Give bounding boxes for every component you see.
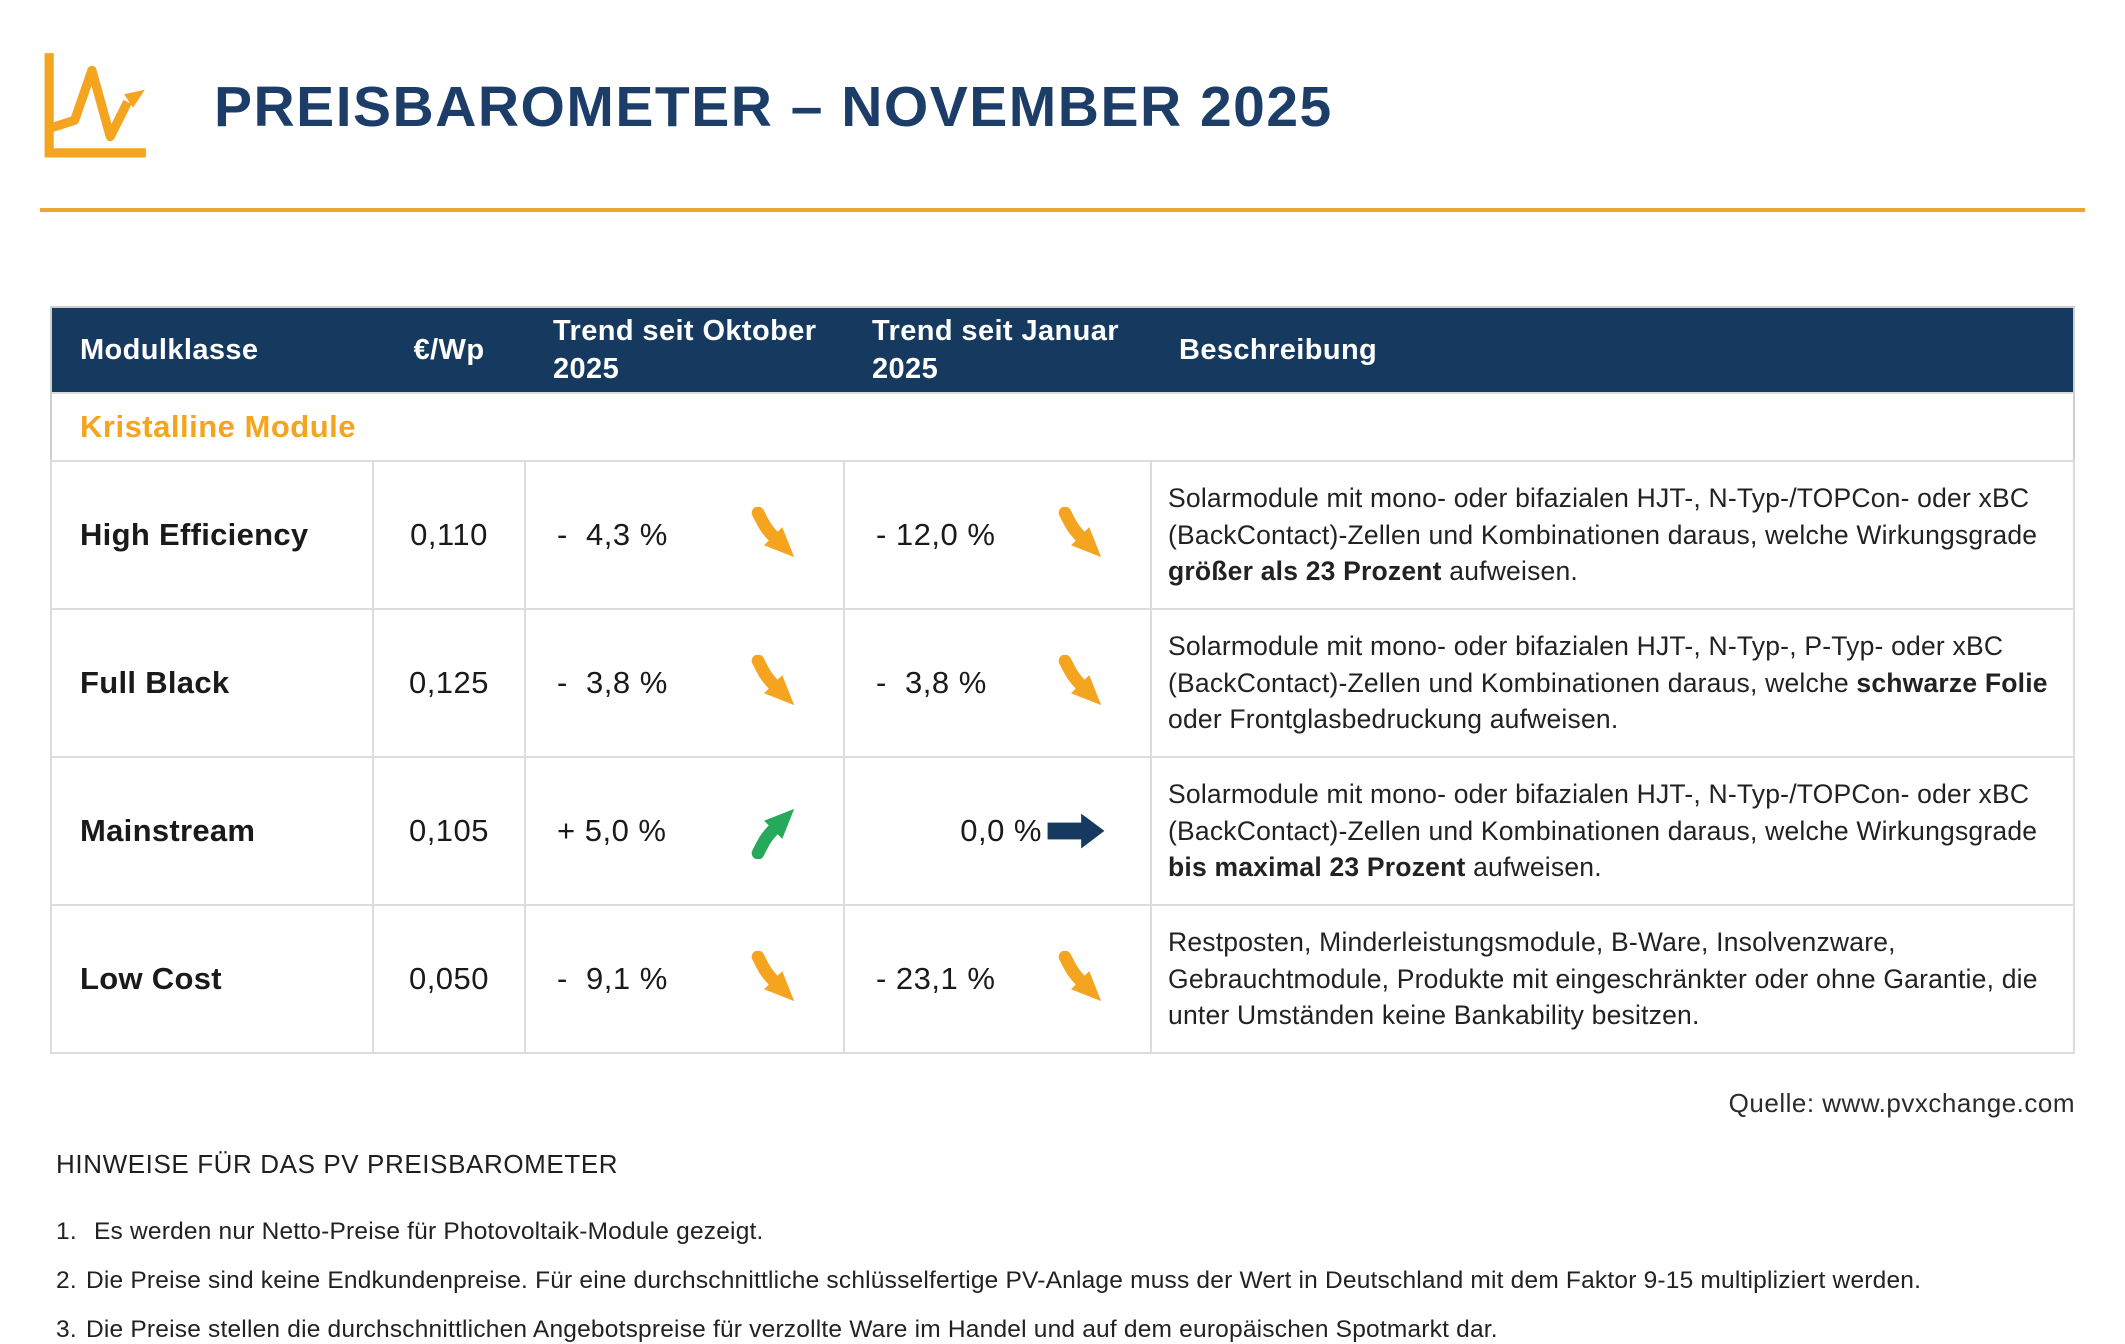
note-item: 3. Die Preise stellen die durchschnittlic…: [56, 1316, 2085, 1344]
trend-oct-value: + 5,0 %: [557, 813, 667, 848]
trend-jan-value: 0,0 %: [942, 813, 1042, 848]
trend-up-icon: [744, 803, 800, 859]
column-header-trend-januar: Trend seit Januar 2025: [844, 307, 1151, 393]
source-credit: Quelle: www.pvxchange.com: [1728, 1088, 2075, 1118]
module-description: Solarmodule mit mono- oder bifazialen HJ…: [1150, 756, 2075, 906]
trend-down-icon: [1051, 951, 1107, 1007]
trend-down-icon: [744, 655, 800, 711]
trend-jan-value: - 12,0 %: [876, 517, 996, 552]
module-description: Solarmodule mit mono- oder bifazialen HJ…: [1150, 608, 2075, 758]
module-class-name: Mainstream: [50, 756, 374, 906]
description-text: Solarmodule mit mono- oder bifazialen HJ…: [1168, 483, 2038, 550]
table-row-mainstream: Mainstream 0,105 + 5,0 % 0,0 % Solarmodu…: [50, 756, 2075, 906]
description-text: oder Frontglasbedruckung aufweisen.: [1168, 704, 1619, 735]
note-text: Die Preise stellen die durchschnittliche…: [86, 1316, 1498, 1343]
column-header-trend-oktober: Trend seit Oktober 2025: [525, 307, 844, 393]
note-item: 2. Die Preise sind keine Endkundenpreise.…: [56, 1267, 2085, 1295]
section-row-kristalline-module: Kristalline Module: [50, 392, 2075, 462]
module-description: Solarmodule mit mono- oder bifazialen HJ…: [1150, 460, 2075, 610]
column-header-beschreibung: Beschreibung: [1151, 307, 2074, 393]
description-text: Solarmodule mit mono- oder bifazialen HJ…: [1168, 779, 2038, 846]
trend-jan-cell: - 3,8 %: [846, 655, 1149, 711]
module-class-name: High Efficiency: [50, 460, 374, 610]
table-row-full-black: Full Black 0,125 - 3,8 % - 3,8 % Solarmo…: [50, 608, 2075, 758]
description-bold-text: schwarze Folie: [1856, 667, 2048, 698]
trend-jan-cell: - 12,0 %: [846, 507, 1149, 563]
trend-oct-value: - 4,3 %: [557, 517, 668, 552]
trend-jan-value: - 3,8 %: [876, 665, 987, 700]
description-text: aufweisen.: [1465, 852, 1602, 883]
description-bold-text: größer als 23 Prozent: [1168, 556, 1442, 587]
page-title: PREISBAROMETER – NOVEMBER 2025: [214, 74, 1333, 139]
trend-oct-cell: + 5,0 %: [527, 803, 842, 859]
masthead: PREISBAROMETER – NOVEMBER 2025: [40, 34, 2085, 174]
trend-jan-cell: 0,0 %: [846, 812, 1149, 850]
trend-oct-cell: - 9,1 %: [527, 951, 842, 1007]
trend-oct-value: - 3,8 %: [557, 665, 668, 700]
note-number: 3.: [56, 1316, 77, 1343]
description-bold-text: bis maximal 23 Prozent: [1168, 852, 1466, 883]
trend-jan-value: - 23,1 %: [876, 961, 996, 996]
notes-list: 1. Es werden nur Netto-Preise für Photovo…: [40, 1218, 2085, 1344]
table-header-row: Modulklasse €/Wp Trend seit Oktober 2025…: [51, 307, 2074, 393]
note-number: 2.: [56, 1267, 77, 1294]
trend-oct-cell: - 4,3 %: [527, 507, 842, 563]
trend-oct-cell: - 3,8 %: [527, 655, 842, 711]
price-value: 0,110: [372, 460, 526, 610]
description-text: aufweisen.: [1441, 556, 1578, 587]
table-row-high-efficiency: High Efficiency 0,110 - 4,3 % - 12,0 % S…: [50, 460, 2075, 610]
table-row-low-cost: Low Cost 0,050 - 9,1 % - 23,1 % Restpost…: [50, 904, 2075, 1054]
trend-down-icon: [1051, 655, 1107, 711]
description-text: Restposten, Minderleistungsmodule, B-War…: [1168, 927, 2038, 1031]
note-item: 1. Es werden nur Netto-Preise für Photovo…: [56, 1218, 2085, 1246]
price-value: 0,105: [372, 756, 526, 906]
notes-heading: HINWEISE FÜR DAS PV PREISBAROMETER: [56, 1149, 619, 1179]
price-value: 0,050: [372, 904, 526, 1054]
price-value: 0,125: [372, 608, 526, 758]
trend-down-icon: [744, 951, 800, 1007]
price-barometer-table: Modulklasse €/Wp Trend seit Oktober 2025…: [50, 306, 2075, 1054]
note-text: Es werden nur Netto-Preise für Photovolt…: [94, 1218, 764, 1245]
description-text: Solarmodule mit mono- oder bifazialen HJ…: [1168, 631, 2004, 698]
title-divider: [40, 208, 2085, 212]
module-class-name: Low Cost: [50, 904, 374, 1054]
trend-down-icon: [744, 507, 800, 563]
trend-flat-icon: [1047, 813, 1105, 849]
module-description: Restposten, Minderleistungsmodule, B-War…: [1150, 904, 2075, 1054]
note-text: Die Preise sind keine Endkundenpreise. F…: [86, 1267, 1922, 1294]
trend-jan-cell: - 23,1 %: [846, 951, 1149, 1007]
section-label: Kristalline Module: [50, 392, 2075, 462]
column-header-price: €/Wp: [373, 307, 525, 393]
note-number: 1.: [56, 1218, 77, 1245]
column-header-modulklasse: Modulklasse: [51, 307, 373, 393]
module-class-name: Full Black: [50, 608, 374, 758]
trend-down-icon: [1051, 507, 1107, 563]
trend-oct-value: - 9,1 %: [557, 961, 668, 996]
line-chart-logo-icon: [40, 46, 152, 162]
